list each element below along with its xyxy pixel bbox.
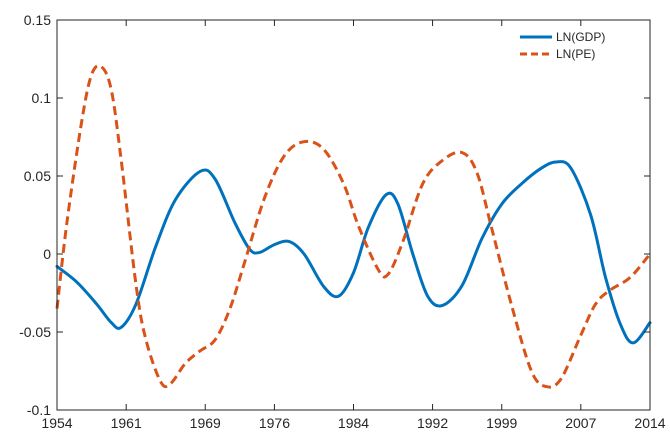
x-axis: 1954 1961 1969 1976 1984 1992 1999 2007 2014 bbox=[41, 20, 666, 431]
x-tick-label: 1992 bbox=[417, 415, 448, 431]
y-tick-label: 0 bbox=[43, 246, 51, 262]
legend-label: LN(GDP) bbox=[556, 30, 605, 44]
legend: LN(GDP) LN(PE) bbox=[520, 30, 605, 61]
series-line-ln-pe bbox=[55, 64, 652, 389]
series-layer bbox=[55, 64, 652, 389]
x-tick-label: 1969 bbox=[190, 415, 221, 431]
y-tick-label: -0.05 bbox=[19, 324, 51, 340]
y-tick-label: 0.1 bbox=[32, 90, 52, 106]
x-tick-label: 1954 bbox=[41, 415, 72, 431]
x-tick-label: 2014 bbox=[634, 415, 665, 431]
x-tick-label: 1984 bbox=[338, 415, 369, 431]
x-tick-label: 1999 bbox=[486, 415, 517, 431]
y-axis: -0.1 -0.05 0 0.05 0.1 0.15 bbox=[19, 12, 650, 418]
x-tick-label: 1961 bbox=[111, 415, 142, 431]
y-tick-label: 0.15 bbox=[24, 12, 51, 28]
x-tick-label: 2007 bbox=[565, 415, 596, 431]
series-line-ln-gdp bbox=[55, 160, 652, 345]
legend-label: LN(PE) bbox=[556, 47, 595, 61]
x-tick-label: 1976 bbox=[259, 415, 290, 431]
y-tick-label: -0.1 bbox=[27, 402, 51, 418]
y-tick-label: 0.05 bbox=[24, 168, 51, 184]
